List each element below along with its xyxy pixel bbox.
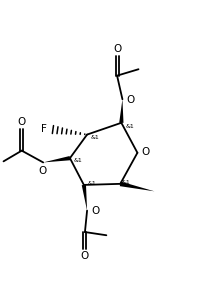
Text: O: O <box>18 117 26 127</box>
Text: F: F <box>41 124 47 134</box>
Text: &1: &1 <box>126 124 134 129</box>
Text: O: O <box>81 251 89 261</box>
Text: O: O <box>38 166 46 176</box>
Text: &1: &1 <box>91 135 100 140</box>
Polygon shape <box>43 156 70 162</box>
Text: O: O <box>141 147 150 157</box>
Text: &1: &1 <box>74 158 82 163</box>
Text: O: O <box>91 206 99 216</box>
Text: &1: &1 <box>121 180 130 185</box>
Text: O: O <box>113 44 121 54</box>
Text: &1: &1 <box>88 181 97 186</box>
Polygon shape <box>119 99 123 123</box>
Polygon shape <box>82 185 87 211</box>
Text: O: O <box>126 95 135 105</box>
Polygon shape <box>120 181 155 191</box>
